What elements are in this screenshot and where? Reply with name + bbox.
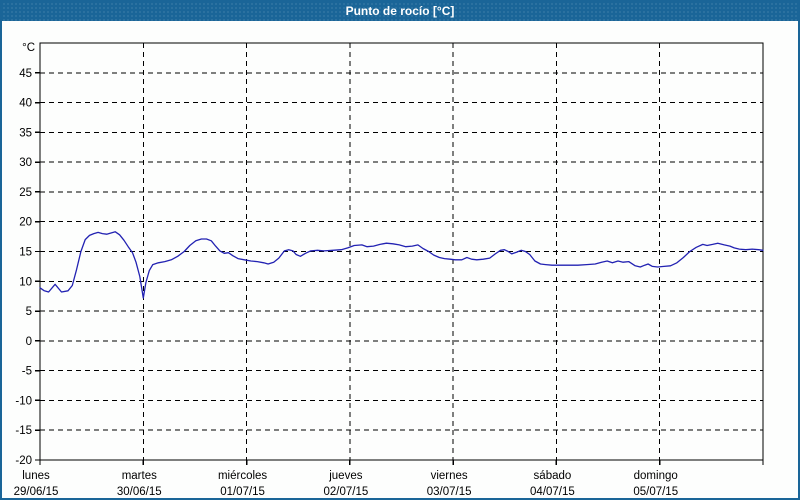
y-axis-tick-label: 15	[19, 247, 32, 259]
y-axis-tick-label: -5	[22, 366, 32, 378]
x-axis-day-label: viernes	[431, 470, 468, 482]
dew-point-series-line	[39, 231, 764, 299]
x-axis-date-label: 30/06/15	[117, 486, 162, 498]
x-axis-date-label: 04/07/15	[530, 486, 575, 498]
y-axis-tick-label: 20	[19, 217, 32, 229]
y-axis-tick-label: 10	[19, 276, 32, 288]
y-axis-tick-label: 45	[19, 68, 32, 80]
y-axis-tick-label: -10	[15, 395, 32, 407]
y-axis-tick-label: 35	[19, 127, 32, 139]
x-axis-day-label: martes	[122, 470, 157, 482]
y-axis-tick-label: 5	[26, 306, 32, 318]
chart-title: Punto de rocío [°C]	[345, 4, 455, 18]
x-axis-day-label: lunes	[22, 470, 50, 482]
x-axis-date-label: 01/07/15	[220, 486, 265, 498]
chart-title-bar: Punto de rocío [°C]	[2, 2, 798, 21]
y-axis-tick-label: -15	[15, 425, 32, 437]
x-axis-day-label: sábado	[534, 470, 572, 482]
y-axis-tick-label: 40	[19, 98, 32, 110]
x-axis-date-label: 02/07/15	[323, 486, 368, 498]
y-axis-unit-label: °C	[22, 42, 35, 54]
y-axis-tick-label: 30	[19, 157, 32, 169]
x-axis-day-label: miércoles	[218, 470, 267, 482]
x-axis-date-label: 29/06/15	[14, 486, 59, 498]
x-axis-day-label: domingo	[634, 470, 678, 482]
y-axis-tick-label: 0	[26, 336, 32, 348]
x-axis-date-label: 05/07/15	[633, 486, 678, 498]
y-axis-tick-label: -20	[15, 455, 32, 467]
x-axis-day-label: jueves	[328, 470, 362, 482]
y-axis-tick-label: 25	[19, 187, 32, 199]
x-axis-date-label: 03/07/15	[427, 486, 472, 498]
